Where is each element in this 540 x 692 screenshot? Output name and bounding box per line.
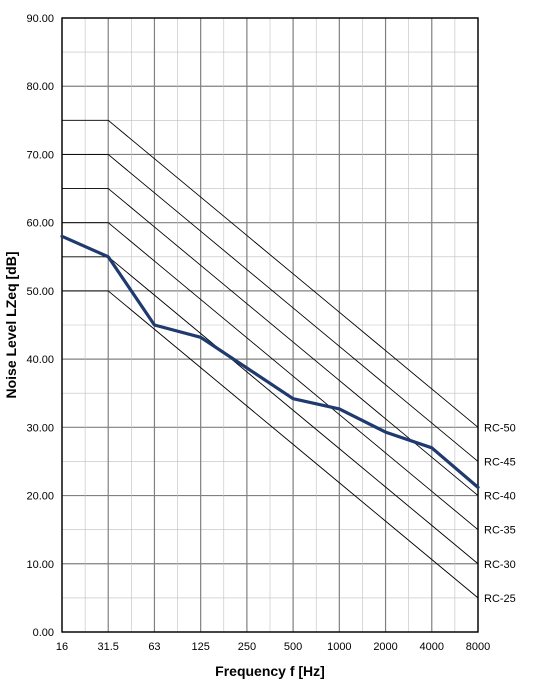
y-tick-label: 30.00 xyxy=(26,422,54,434)
rc-curve-label: RC-25 xyxy=(484,593,516,605)
y-tick-label: 90.00 xyxy=(26,13,54,25)
x-tick-label: 2000 xyxy=(373,641,397,653)
rc-curve-label: RC-45 xyxy=(484,456,516,468)
x-tick-label: 125 xyxy=(191,641,209,653)
x-tick-label: 4000 xyxy=(420,641,444,653)
rc-curve-label: RC-40 xyxy=(484,491,516,503)
y-tick-label: 20.00 xyxy=(26,491,54,503)
rc-curve-label: RC-50 xyxy=(484,422,516,434)
x-tick-label: 63 xyxy=(148,641,160,653)
y-tick-label: 10.00 xyxy=(26,559,54,571)
rc-curve-label: RC-35 xyxy=(484,525,516,537)
y-tick-label: 80.00 xyxy=(26,81,54,93)
x-tick-label: 8000 xyxy=(466,641,490,653)
x-axis-label: Frequency f [Hz] xyxy=(215,663,325,679)
y-tick-label: 40.00 xyxy=(26,354,54,366)
x-tick-label: 31.5 xyxy=(98,641,119,653)
x-tick-label: 1000 xyxy=(327,641,351,653)
x-tick-label: 250 xyxy=(238,641,256,653)
y-tick-label: 60.00 xyxy=(26,218,54,230)
y-tick-label: 50.00 xyxy=(26,286,54,298)
y-axis-label: Noise Level LZeq [dB] xyxy=(3,251,19,398)
x-tick-label: 500 xyxy=(284,641,302,653)
y-tick-label: 0.00 xyxy=(33,627,54,639)
y-tick-label: 70.00 xyxy=(26,149,54,161)
x-tick-label: 16 xyxy=(56,641,68,653)
rc-curve-label: RC-30 xyxy=(484,559,516,571)
